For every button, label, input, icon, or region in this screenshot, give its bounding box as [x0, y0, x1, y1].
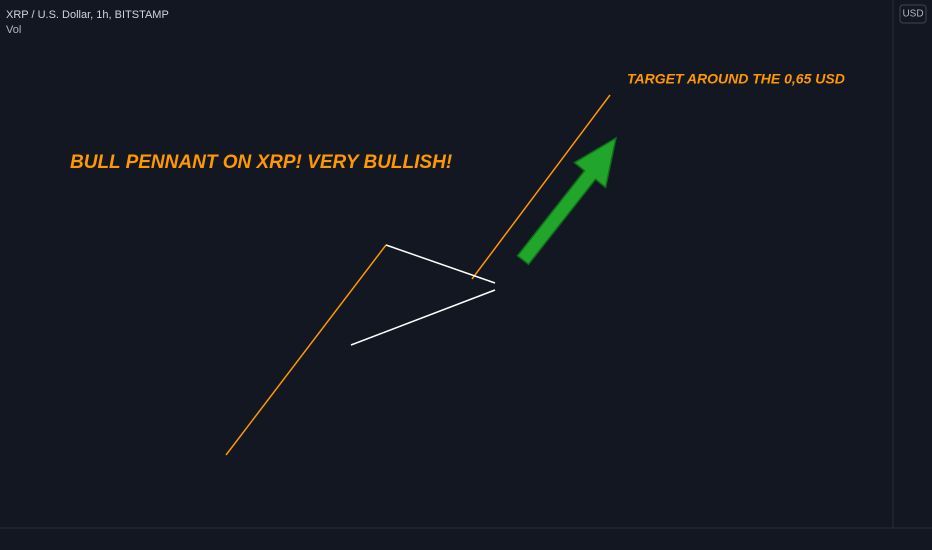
- pennant-lower: [350, 289, 496, 346]
- annotation: BULL PENNANT ON XRP! VERY BULLISH!: [70, 152, 452, 173]
- pennant-upper: [385, 244, 496, 284]
- projection-line: [471, 94, 611, 280]
- currency-box[interactable]: [899, 4, 927, 24]
- currency[interactable]: USD: [902, 9, 923, 20]
- volume-label: Vol: [6, 24, 21, 36]
- annotation: TARGET AROUND THE 0,65 USD: [627, 71, 845, 87]
- green-arrow: [516, 136, 618, 266]
- flagpole-line: [225, 244, 387, 456]
- symbol-title: XRP / U.S. Dollar, 1h, BITSTAMP: [6, 9, 169, 21]
